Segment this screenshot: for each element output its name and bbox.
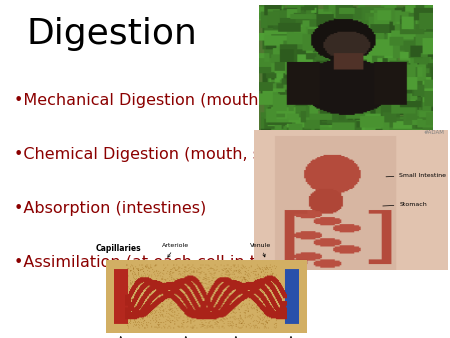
Text: Vein: Vein [284, 337, 297, 338]
Text: Small Intestine: Small Intestine [386, 173, 446, 178]
Text: •Chemical Digestion (mouth, stomach, intestines): •Chemical Digestion (mouth, stomach, int… [14, 147, 416, 162]
Text: Venule: Venule [250, 243, 271, 257]
Text: capillaries: capillaries [170, 337, 202, 338]
Text: •Assimilation (at each cell in the body): •Assimilation (at each cell in the body) [14, 255, 327, 270]
Text: •Absorption (intestines): •Absorption (intestines) [14, 201, 206, 216]
Text: Arteriole: Arteriole [162, 243, 189, 257]
Text: Digestion: Digestion [27, 17, 198, 51]
Text: Stomach: Stomach [383, 202, 427, 207]
Text: #ADAM: #ADAM [423, 130, 445, 135]
Text: Capillaries: Capillaries [96, 244, 141, 253]
Text: Tissue cells: Tissue cells [218, 337, 254, 338]
Text: •Mechanical Digestion (mouth, stomach): •Mechanical Digestion (mouth, stomach) [14, 93, 343, 108]
Text: Artery: Artery [111, 337, 130, 338]
